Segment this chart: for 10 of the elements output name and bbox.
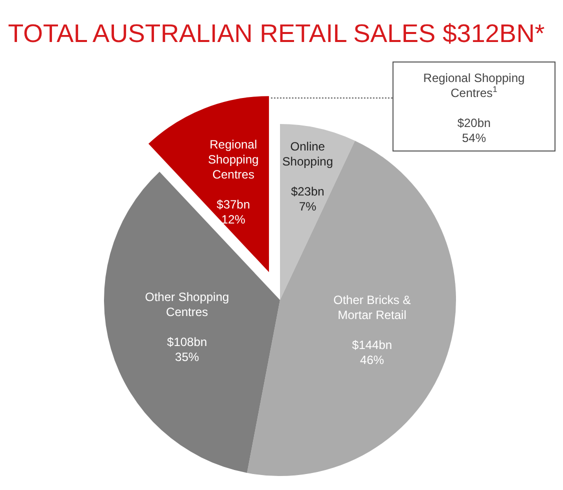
data-label: $23bn 7%: [290, 184, 324, 214]
text: Regional Shopping Centres$^{1}$ $20bn 54%: [423, 71, 525, 145]
slice-label: Other Shopping Centres: [145, 290, 230, 320]
chart-title: TOTAL AUSTRALIAN RETAIL SALES $312BN*: [8, 20, 545, 48]
slice-label: Online Shopping: [282, 139, 334, 168]
data-label: $108bn 35%: [167, 335, 208, 364]
data-label: $144bn 46%: [352, 338, 392, 367]
slice-label: Other Bricks & Mortar Retail: [333, 292, 411, 322]
slice-label: Regional Shopping Centres: [208, 138, 259, 182]
data-label: $37bn 12%: [216, 198, 250, 227]
